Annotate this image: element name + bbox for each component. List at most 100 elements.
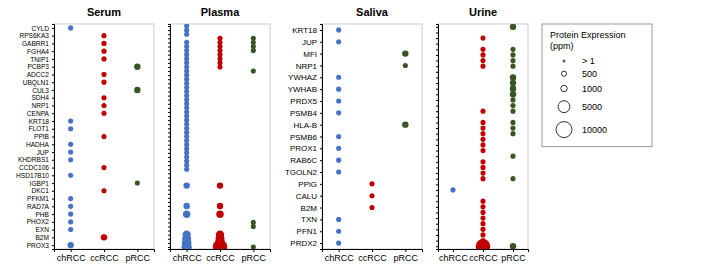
tick: PHB — [35, 211, 54, 218]
legend: Protein Expression(ppm)> 150010005000100… — [542, 24, 652, 147]
points — [182, 24, 256, 249]
tick: HLA-B — [293, 121, 322, 130]
tick-mark — [320, 125, 322, 126]
dot — [510, 103, 515, 108]
dot — [480, 170, 485, 175]
tick-label: IGBP1 — [30, 180, 50, 187]
tick — [436, 89, 438, 90]
tick-mark — [168, 235, 170, 236]
tick-mark — [168, 169, 170, 170]
tick-mark — [52, 82, 54, 83]
dot — [402, 50, 408, 56]
tick-mark — [52, 43, 54, 44]
tick-mark — [71, 249, 72, 252]
dot — [480, 199, 485, 204]
tick-label: RAD7A — [27, 203, 50, 210]
points — [67, 25, 140, 248]
tick-mark — [436, 44, 438, 45]
tick — [168, 198, 170, 199]
dot — [68, 173, 73, 178]
tick — [436, 61, 438, 62]
tick — [168, 194, 170, 195]
legend-label: 500 — [582, 69, 597, 79]
tick: TNIP1 — [30, 56, 54, 63]
tick — [436, 77, 438, 78]
tick-label: FLOT1 — [29, 125, 50, 132]
tick-label: DKC1 — [31, 187, 49, 194]
dot — [184, 32, 189, 37]
tick — [168, 165, 170, 166]
tick — [436, 55, 438, 56]
dot — [369, 181, 374, 186]
dot — [101, 165, 106, 170]
tick-mark — [168, 247, 170, 248]
dot — [480, 47, 485, 52]
dot — [336, 39, 341, 44]
tick-mark — [52, 144, 54, 145]
dot — [336, 27, 341, 32]
dot — [369, 205, 374, 210]
tick — [436, 32, 438, 33]
tick — [436, 201, 438, 202]
tick-mark — [52, 191, 54, 192]
tick-mark — [168, 124, 170, 125]
tick-label: chRCC — [57, 253, 87, 263]
tick: PPIB — [34, 133, 54, 140]
tick-mark — [436, 241, 438, 242]
tick: KRT18 — [292, 26, 322, 35]
dot — [402, 121, 408, 127]
tick: B2M — [35, 234, 54, 241]
tick-mark — [436, 139, 438, 140]
legend-label: 10000 — [582, 125, 607, 135]
legend-title: Protein Expression — [550, 30, 626, 40]
tick — [168, 214, 170, 215]
tick — [168, 243, 170, 244]
tick-mark — [436, 179, 438, 180]
dot — [217, 203, 223, 209]
legend-symbol — [561, 85, 567, 91]
dot — [510, 80, 516, 86]
tick-label: NRP1 — [31, 102, 49, 109]
dot — [480, 210, 485, 215]
tick-mark — [168, 137, 170, 138]
dot — [68, 219, 73, 224]
tick-mark — [436, 77, 438, 78]
tick-mark — [436, 156, 438, 157]
tick-label: PHOX2 — [27, 218, 50, 225]
tick — [436, 196, 438, 197]
tick — [436, 111, 438, 112]
dot — [510, 97, 515, 102]
dot — [510, 91, 516, 97]
tick-mark — [436, 94, 438, 95]
tick: KRT18 — [29, 118, 54, 125]
tick: PRDX2 — [290, 239, 322, 248]
tick-label: RPS6KA3 — [19, 32, 49, 39]
tick-mark — [436, 224, 438, 225]
dot — [510, 85, 516, 91]
tick-mark — [436, 61, 438, 62]
tick-mark — [52, 67, 54, 68]
tick-mark — [436, 117, 438, 118]
tick — [436, 94, 438, 95]
tick-label: pRCC — [126, 253, 151, 263]
tick-label: PSMB4 — [290, 109, 318, 118]
tick-label: PFN1 — [297, 227, 318, 236]
tick-label: PROX3 — [27, 242, 50, 249]
tick — [436, 38, 438, 39]
dot — [68, 157, 73, 162]
dot — [101, 95, 106, 100]
tick-mark — [220, 249, 221, 252]
tick-label: B2M — [301, 204, 318, 213]
tick: PSMB4 — [290, 109, 322, 118]
tick-mark — [436, 173, 438, 174]
tick-mark — [405, 249, 406, 252]
tick-mark — [320, 113, 322, 114]
tick — [168, 30, 170, 31]
tick-mark — [168, 149, 170, 150]
tick — [168, 227, 170, 228]
tick — [168, 177, 170, 178]
tick — [436, 246, 438, 247]
plot-frame — [54, 24, 154, 249]
tick-label: ccRCC — [469, 253, 498, 263]
dot — [251, 244, 256, 249]
